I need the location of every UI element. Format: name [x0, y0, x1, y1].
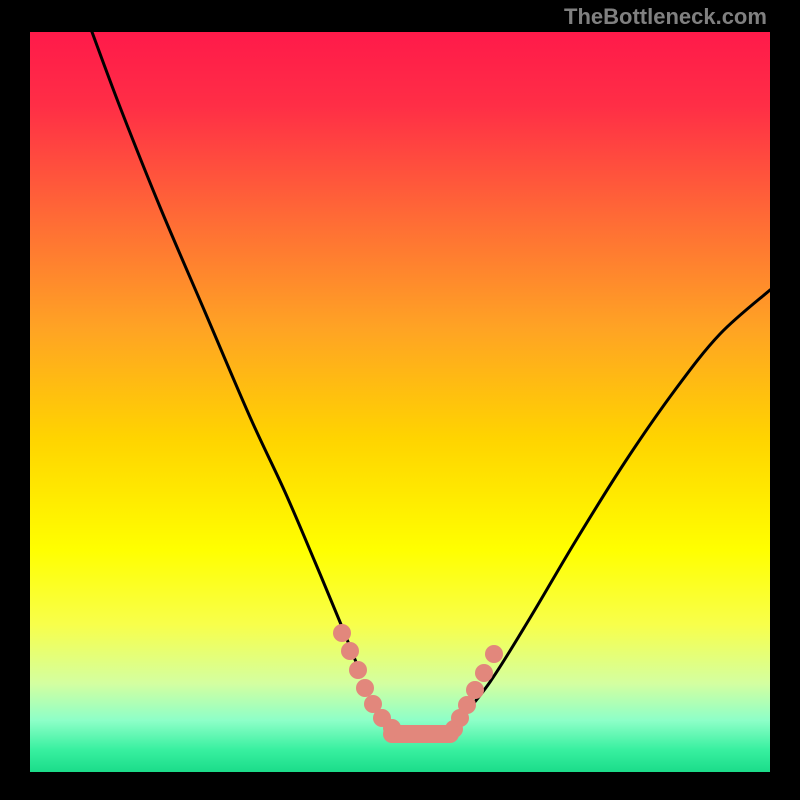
- highlight-dot: [475, 664, 493, 682]
- chart-container: TheBottleneck.com: [0, 0, 800, 800]
- plot-background: [30, 32, 770, 772]
- highlight-dot: [466, 681, 484, 699]
- plot-svg: [0, 0, 800, 800]
- highlight-dot: [349, 661, 367, 679]
- highlight-dot: [485, 645, 503, 663]
- highlight-dot: [356, 679, 374, 697]
- highlight-dot: [333, 624, 351, 642]
- highlight-dot: [383, 719, 401, 737]
- highlight-dot: [341, 642, 359, 660]
